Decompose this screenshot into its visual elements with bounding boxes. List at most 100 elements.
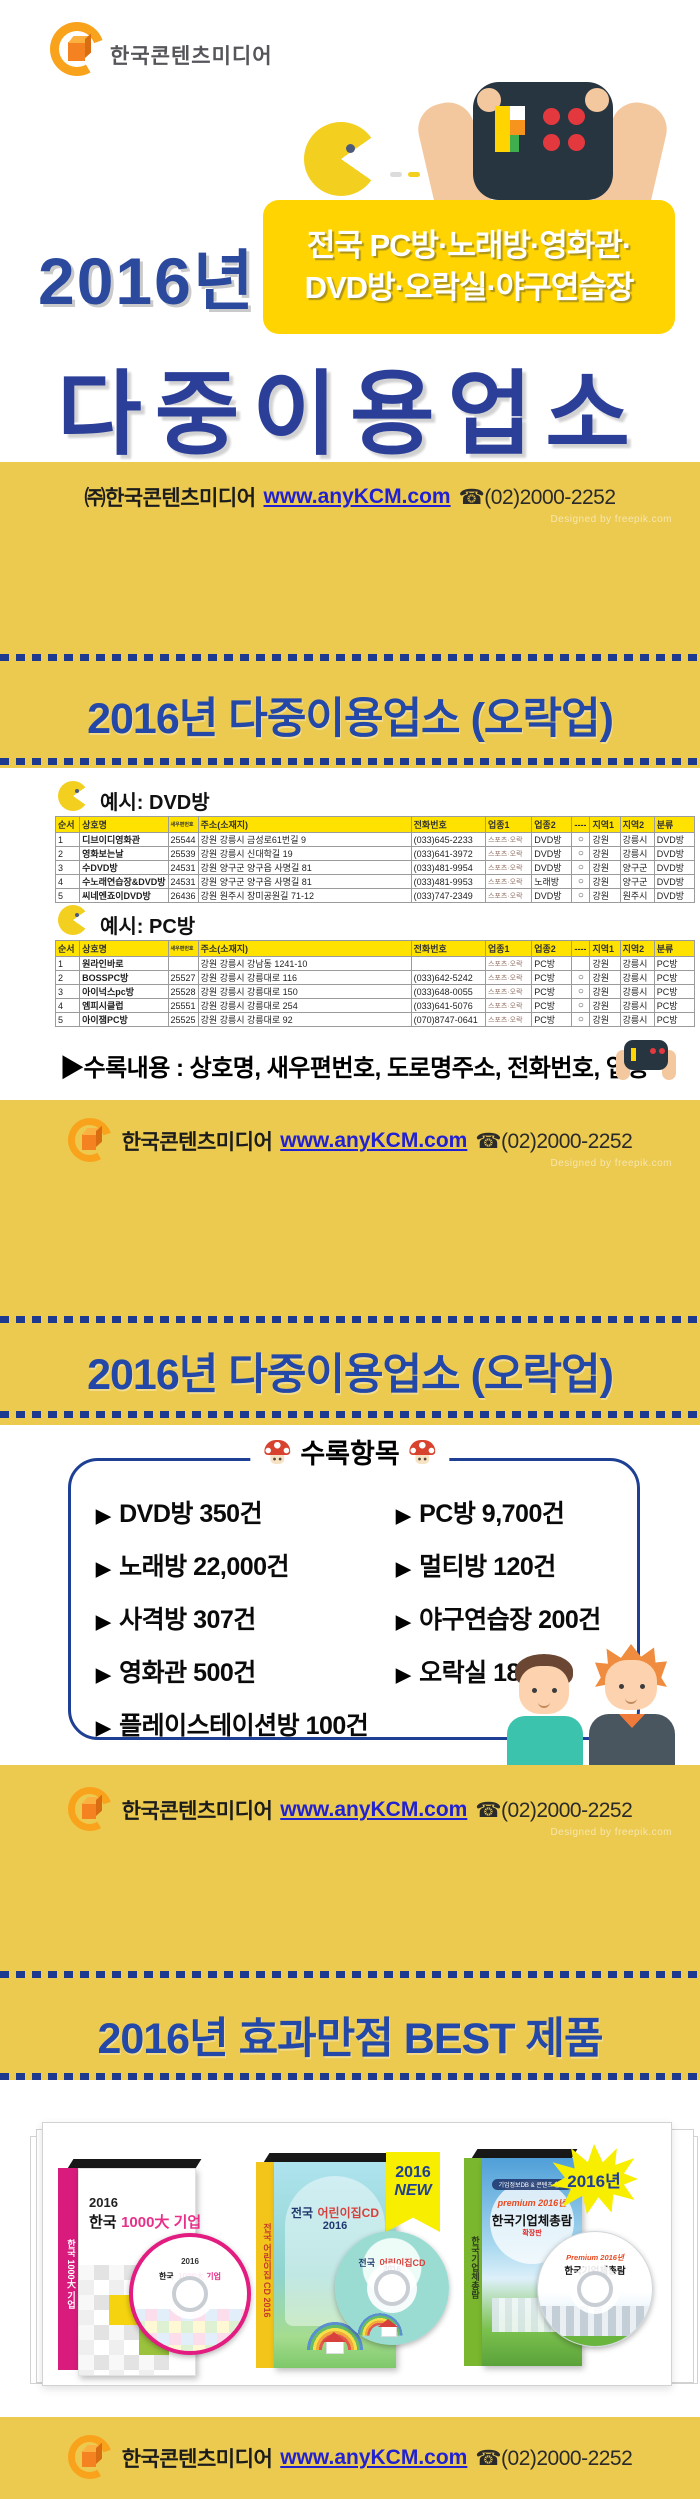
table-row: 1 디브이디영화관 25544 강원 강릉시 금성로61번길 9 (033)645-2… (54, 832, 696, 847)
gamepad-small-icon (616, 1036, 676, 1084)
brand-logo-icon (50, 22, 104, 76)
website-link[interactable]: www.anyKCM.com (280, 1129, 468, 1152)
footer-band: 한국콘텐츠미디어 www.anyKCM.com ☎(02)2000-2252 (0, 2417, 700, 2499)
company-name: 한국콘텐츠미디어 (121, 1131, 273, 1154)
product3-spine: 한국기업체총람 (464, 2158, 482, 2366)
table-row: 2 영화보는날 25539 강원 강릉시 신대학길 19 (033)641-3972 스… (54, 846, 696, 861)
product3-cd-premium: Premium 2016년 (566, 2253, 624, 2262)
list-item: ▶ PC방 9,700건 (396, 1500, 565, 1528)
new-ribbon: 2016 NEW (386, 2152, 440, 2232)
phone-number: ☎(02)2000-2252 (475, 1129, 633, 1153)
product1-year: 2016 (89, 2195, 118, 2210)
column-header: 업종1 (484, 816, 533, 833)
contact-bar-3: 한국콘텐츠미디어 www.anyKCM.com ☎(02)2000-2252 (0, 1787, 700, 1833)
product1-title: 한국 (89, 2214, 117, 2231)
column-header: 지역1 (589, 940, 621, 957)
column-header: 전화번호 (410, 940, 487, 957)
product3-tagline: 기업정보DB & 콘텐츠 활용 (492, 2179, 572, 2190)
product3-title: 한국기업체총람 (491, 2214, 573, 2228)
column-header: 업종1 (484, 940, 533, 957)
example-label-pc: 예시: PC방 (100, 916, 196, 938)
ribbon-new: NEW (394, 2182, 432, 2199)
bullet-icon: ▶ (96, 1559, 111, 1580)
company-name: ㈜한국콘텐츠미디어 (84, 487, 256, 510)
column-header: ---- (571, 940, 591, 957)
included-items-title: 수록항목 (250, 1432, 450, 1471)
list-item: ▶ 노래방 22,000건 (96, 1553, 290, 1581)
list-item: ▶ 멀티방 120건 (396, 1553, 556, 1581)
product2-cd: 전국 어린이집CD 2016 (335, 2231, 449, 2345)
pacman-dot-icon (390, 172, 402, 177)
phone-number: ☎(02)2000-2252 (475, 1798, 633, 1822)
watermark: Designed by freepik.com (550, 514, 672, 525)
company-name: 한국콘텐츠미디어 (121, 2448, 273, 2471)
column-header: 주소(소재지) (197, 816, 412, 833)
dotted-divider (0, 1971, 700, 1978)
product2-year: 2016 (322, 2220, 348, 2232)
table-row: 3 수DVD방 24531 강원 양구군 양구읍 사명길 81 (033)481-99… (54, 860, 696, 875)
brand-name: 한국콘텐츠미디어 (110, 45, 273, 68)
product2-title-prefix: 전국 (290, 2206, 314, 2220)
gamepad-button (543, 108, 560, 125)
characters-illustration (505, 1640, 675, 1765)
website-link[interactable]: www.anyKCM.com (280, 2446, 468, 2469)
badge-line2: DVD방·오락실·야구연습장 (304, 270, 635, 305)
bullet-icon: ▶ (396, 1612, 411, 1633)
pacman-dot-icon (408, 172, 420, 177)
included-list-right: ▶ PC방 9,700건 ▶ 멀티방 120건 ▶ 야구연습장 200건 ▶ 오락실 180건 (396, 1494, 601, 1706)
table-row: 5 아이잼PC방 25525 강원 강릉시 강릉대로 92 (070)8747-064… (54, 1012, 696, 1027)
list-item: ▶ 사격방 307건 (96, 1606, 256, 1634)
column-header: 상호명 (79, 816, 169, 833)
column-header: 지역2 (619, 940, 655, 957)
contact-bar-2: 한국콘텐츠미디어 www.anyKCM.com ☎(02)2000-2252 (0, 1118, 700, 1164)
banner-title-2: 2016년 다중이용업소 (오락업) (87, 1351, 614, 1399)
watermark: Designed by freepik.com (550, 1158, 672, 1169)
bullet-icon: ▶ (96, 1718, 111, 1739)
banner-title-3: 2016년 효과만점 BEST 제품 (97, 2015, 603, 2063)
product2-cd-year: 2016 (335, 2265, 449, 2274)
boy-character (505, 1654, 585, 1765)
pacman-bullet-icon (58, 905, 88, 935)
contact-bar-1: ㈜한국콘텐츠미디어 www.anyKCM.com ☎(02)2000-2252 (0, 482, 700, 512)
band-section-2: 한국콘텐츠미디어 www.anyKCM.com ☎(02)2000-2252 D… (0, 1100, 700, 1425)
boy-character (589, 1644, 675, 1765)
brand-logo-icon (67, 1118, 114, 1164)
pacman-bullet-icon (58, 781, 88, 811)
column-header: 지역1 (589, 816, 621, 833)
bullet-icon: ▶ (396, 1559, 411, 1580)
product3-cd: Premium 2016년 한국기업체총람 (537, 2231, 653, 2347)
list-item: ▶ 영화관 500건 (96, 1659, 256, 1687)
website-link[interactable]: www.anyKCM.com (280, 1798, 468, 1821)
table-row: 4 수노래연습장&DVD방 24531 강원 양구군 양구읍 사명길 81 (033)… (54, 874, 696, 889)
mushroom-icon (409, 1439, 436, 1464)
company-name: 한국콘텐츠미디어 (121, 1800, 273, 1823)
table-header-row: 순서 상호명 새우편번호 주소(소재지) 전화번호 업종1 업종2 ---- 지역1 지역2 분류 (54, 816, 696, 833)
product1-cd: 2016 한국 1000大 기업 (129, 2233, 251, 2355)
phone-number: ☎(02)2000-2252 (458, 485, 616, 509)
dvd-example-table: 순서 상호명 새우편번호 주소(소재지) 전화번호 업종1 업종2 ---- 지역1 지역2 분류 … (54, 816, 696, 903)
product1-cd-year: 2016 (181, 2257, 199, 2266)
contact-bar-4: 한국콘텐츠미디어 www.anyKCM.com ☎(02)2000-2252 (0, 2435, 700, 2481)
dpad-icon (495, 106, 510, 152)
brand-logo-icon (67, 2435, 114, 2481)
product1-spine: 한국 1000大 기업 (58, 2168, 78, 2370)
dotted-divider (0, 758, 700, 765)
column-header: 새우편번호 (167, 940, 199, 957)
gamepad-button (568, 108, 585, 125)
watermark: Designed by freepik.com (550, 1827, 672, 1838)
product2-spine: 전국 어린이집 CD 2016 (256, 2162, 274, 2368)
bullet-icon: ▶ (96, 1506, 111, 1527)
ribbon-year: 2016 (395, 2164, 431, 2181)
example-label-dvd: 예시: DVD방 (100, 792, 210, 814)
column-header: 순서 (54, 816, 81, 833)
table-row: 2 BOSSPC방 25527 강원 강릉시 강릉대로 116 (033)642-52… (54, 970, 696, 985)
included-list-left: ▶ DVD방 350건 ▶ 노래방 22,000건 ▶ 사격방 307건 ▶ 영화관 500건… (96, 1494, 369, 1759)
column-header: ---- (571, 816, 591, 833)
website-link[interactable]: www.anyKCM.com (263, 485, 451, 508)
dotted-divider (0, 654, 700, 661)
bullet-icon: ▶ (396, 1506, 411, 1527)
bullet-icon: ▶ (96, 1612, 111, 1633)
dotted-divider (0, 1316, 700, 1323)
badge-line1: 전국 PC방·노래방·영화관· (306, 228, 632, 264)
dotted-divider (0, 2073, 700, 2080)
